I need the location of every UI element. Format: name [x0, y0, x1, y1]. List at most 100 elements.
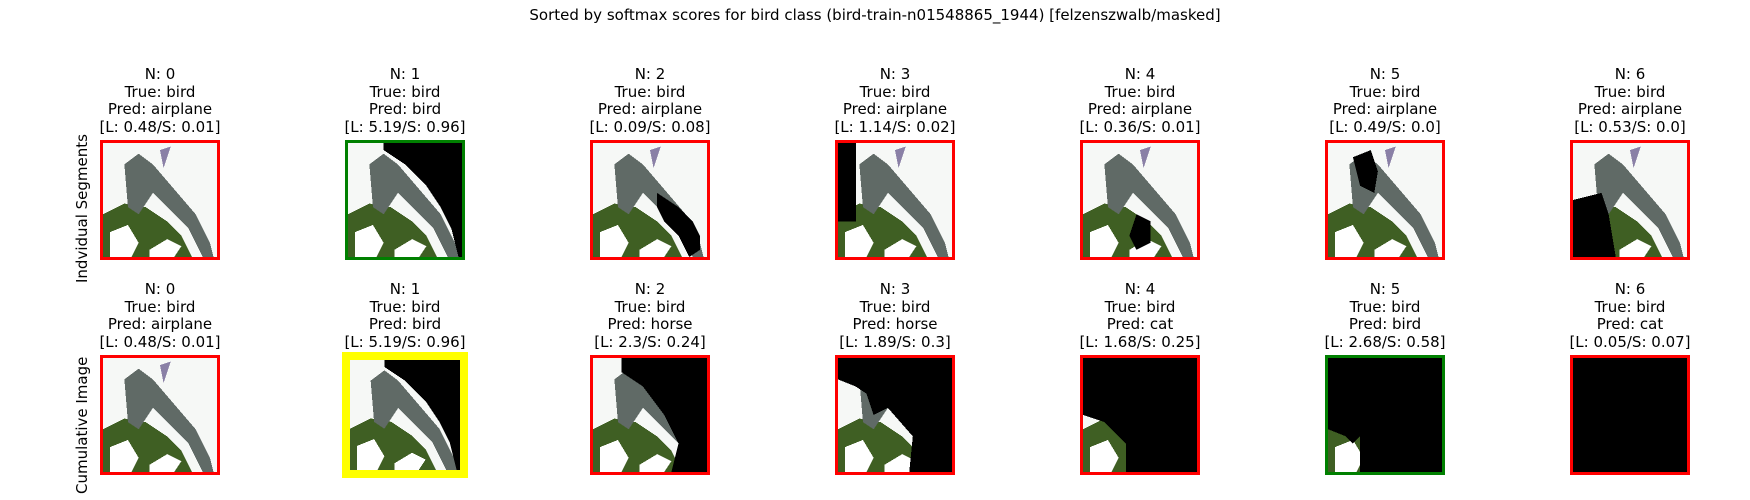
masked-region	[1129, 214, 1151, 250]
masked-region	[621, 358, 707, 472]
white-patch	[356, 439, 385, 470]
white-patch	[600, 439, 629, 472]
object-region	[369, 153, 459, 257]
panel-title: N: 1 True: bird Pred: bird [L: 5.19/S: 0.96…	[275, 65, 535, 136]
object-region	[370, 370, 457, 470]
image-svg	[103, 143, 217, 257]
panel-title-score: [L: 0.48/S: 0.01]	[99, 117, 221, 136]
image-svg	[103, 358, 217, 472]
image-svg	[838, 143, 952, 257]
panel-title: N: 3 True: bird Pred: airplane [L: 1.14/S: …	[765, 65, 1025, 136]
panel-title-pred: Pred: airplane	[107, 100, 213, 118]
object-region	[124, 368, 214, 472]
panel-title-pred: Pred: horse	[607, 315, 693, 333]
panel-title: N: 0 True: bird Pred: airplane [L: 0.48/S: …	[30, 65, 290, 136]
masked-region	[1328, 358, 1442, 472]
masked-region	[1573, 192, 1616, 257]
panel-title-true: True: bird	[124, 297, 196, 316]
panel-title: N: 2 True: bird Pred: airplane [L: 0.09/S: …	[520, 65, 780, 136]
image-svg	[1083, 358, 1197, 472]
panel-title-score: [L: 1.89/S: 0.3]	[839, 332, 951, 351]
white-patch	[639, 454, 672, 472]
panel-title-n: N: 2	[634, 65, 666, 83]
panel-title-score: [L: 0.53/S: 0.0]	[1574, 117, 1686, 136]
segment-image	[1325, 140, 1445, 260]
tail-detail	[650, 146, 661, 168]
panel-title-score: [L: 2.3/S: 0.24]	[594, 332, 706, 351]
panel-title-true: True: bird	[1594, 297, 1666, 316]
segment-image	[1080, 355, 1200, 475]
figure-title: Sorted by softmax scores for bird class …	[529, 6, 1221, 24]
panel-title-n: N: 4	[1124, 280, 1156, 298]
segment-image	[590, 355, 710, 475]
panel-title-pred: Pred: cat	[1106, 315, 1174, 333]
panel-title-true: True: bird	[614, 82, 686, 101]
panel-title-score: [L: 0.09/S: 0.08]	[589, 117, 711, 136]
panel-title-true: True: bird	[1104, 82, 1176, 101]
panel-title-pred: Pred: airplane	[1332, 100, 1438, 118]
masked-region	[383, 143, 462, 257]
white-patch	[1129, 239, 1162, 257]
image-svg	[350, 360, 460, 470]
masked-region	[838, 358, 952, 472]
panel-title-true: True: bird	[124, 82, 196, 101]
tail-detail	[160, 146, 171, 168]
masked-region	[1083, 358, 1197, 472]
panel-title-pred: Pred: airplane	[107, 315, 213, 333]
white-patch	[845, 439, 874, 472]
panel-title: N: 5 True: bird Pred: bird [L: 2.68/S: 0.58…	[1255, 280, 1515, 351]
row-label-cumulative-image: Cumulative Image	[73, 356, 91, 494]
white-patch	[149, 239, 182, 257]
segment-image	[835, 140, 955, 260]
white-patch	[600, 224, 629, 257]
object-region	[1594, 153, 1684, 257]
panel-title-score: [L: 5.19/S: 0.96]	[344, 332, 466, 351]
panel-title: N: 5 True: bird Pred: airplane [L: 0.49/S: …	[1255, 65, 1515, 136]
white-patch	[1619, 239, 1652, 257]
white-patch	[110, 224, 139, 257]
image-svg	[1328, 143, 1442, 257]
white-patch	[1335, 439, 1364, 472]
masked-region	[384, 360, 460, 470]
segment-image	[100, 140, 220, 260]
panel-title-score: [L: 1.14/S: 0.02]	[834, 117, 956, 136]
masked-region	[1573, 358, 1687, 472]
segment-image	[1570, 355, 1690, 475]
image-svg	[348, 143, 462, 257]
panel-title-pred: Pred: airplane	[1577, 100, 1683, 118]
panel-title: N: 6 True: bird Pred: airplane [L: 0.53/S: …	[1500, 65, 1750, 136]
panel-title-n: N: 3	[879, 280, 911, 298]
panel-title-true: True: bird	[1594, 82, 1666, 101]
panel-title-pred: Pred: cat	[1596, 315, 1664, 333]
panel-title-pred: Pred: bird	[1348, 315, 1422, 333]
panel-title-score: [L: 0.05/S: 0.07]	[1569, 332, 1691, 351]
white-patch	[1090, 224, 1119, 257]
panel-title-score: [L: 0.48/S: 0.01]	[99, 332, 221, 351]
panel-title: N: 1 True: bird Pred: bird [L: 5.19/S: 0.96…	[275, 280, 535, 351]
panel-title: N: 2 True: bird Pred: horse [L: 2.3/S: 0.24…	[520, 280, 780, 351]
panel-title: N: 0 True: bird Pred: airplane [L: 0.48/S: …	[30, 280, 290, 351]
panel-title-n: N: 4	[1124, 65, 1156, 83]
white-patch	[394, 452, 426, 470]
object-region	[859, 153, 949, 257]
panel-title-true: True: bird	[1349, 82, 1421, 101]
panel-title-n: N: 6	[1614, 280, 1646, 298]
panel-title-score: [L: 1.68/S: 0.25]	[1079, 332, 1201, 351]
segment-image	[590, 140, 710, 260]
tail-detail	[895, 146, 906, 168]
object-region	[124, 153, 214, 257]
image-svg	[838, 358, 952, 472]
panel-title-n: N: 1	[389, 65, 421, 83]
panel-title: N: 3 True: bird Pred: horse [L: 1.89/S: 0.3…	[765, 280, 1025, 351]
panel-title-true: True: bird	[859, 82, 931, 101]
white-patch	[149, 454, 182, 472]
white-patch	[884, 454, 917, 472]
panel-title-pred: Pred: bird	[368, 315, 442, 333]
white-patch	[1374, 239, 1407, 257]
panel-title: N: 4 True: bird Pred: cat [L: 1.68/S: 0.25]	[1010, 280, 1270, 351]
panel-title: N: 4 True: bird Pred: airplane [L: 0.36/S: …	[1010, 65, 1270, 136]
panel-title-true: True: bird	[369, 82, 441, 101]
white-patch	[884, 239, 917, 257]
panel-title-score: [L: 2.68/S: 0.58]	[1324, 332, 1446, 351]
panel-title-n: N: 1	[389, 280, 421, 298]
